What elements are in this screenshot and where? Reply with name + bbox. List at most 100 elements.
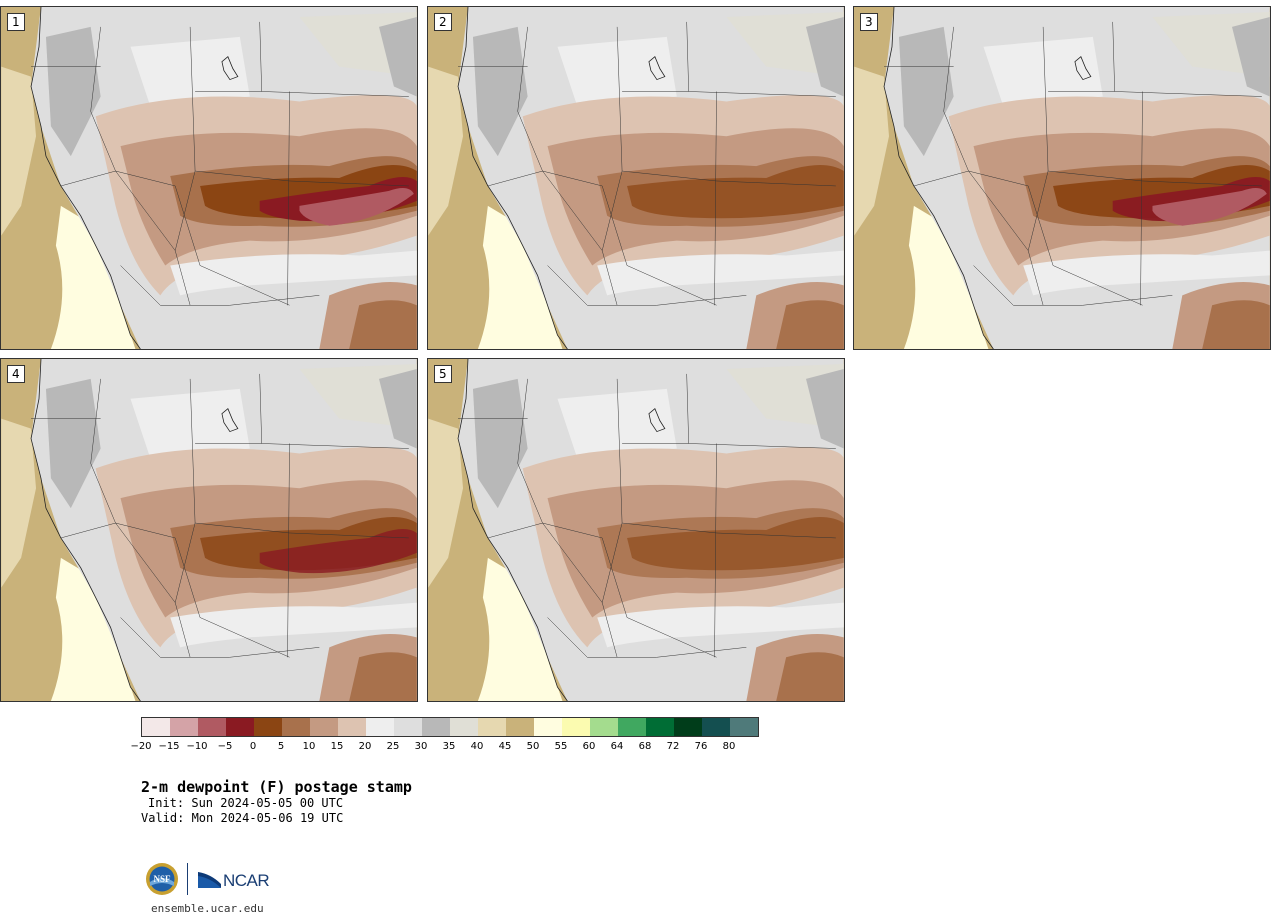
state-boundary [120, 617, 320, 658]
lake-outline [648, 56, 666, 81]
colorbar-swatch [450, 718, 478, 736]
coastal-moist-area [477, 557, 563, 701]
colorbar-swatch [338, 718, 366, 736]
dry-region-0 [627, 164, 844, 219]
light-area [557, 388, 677, 459]
state-boundary [1048, 170, 1262, 187]
colorbar-tick-label: 35 [442, 741, 456, 752]
state-boundary [195, 522, 409, 539]
map-panel-1: 1 [0, 6, 418, 350]
colorbar [141, 717, 759, 737]
south-dry-core [776, 652, 844, 701]
colorbar-swatch [422, 718, 450, 736]
moist-band [597, 602, 844, 648]
map-panel-5: 5 [427, 358, 845, 702]
light-area [983, 36, 1103, 107]
coastline [30, 7, 141, 349]
state-boundary [714, 443, 717, 658]
panel-number-5: 5 [434, 365, 452, 383]
colorbar-swatch [674, 718, 702, 736]
south-dry-core [776, 300, 844, 349]
ncar-logo-icon [198, 872, 221, 888]
nsf-logo-icon: NSF [146, 863, 178, 895]
coastal-moist-area [477, 205, 563, 349]
panel-number-2: 2 [434, 13, 452, 31]
colorbar-tick-label: 60 [582, 741, 596, 752]
map-panel-2: 2 [427, 6, 845, 350]
coastline [883, 7, 994, 349]
dry-patch [379, 16, 417, 97]
offshore-band [428, 66, 464, 236]
colorbar-tick-label: 55 [554, 741, 568, 752]
state-boundary [287, 91, 290, 306]
state-boundary [547, 265, 747, 306]
colorbar-swatch [170, 718, 198, 736]
state-boundary [968, 170, 1143, 306]
colorbar-tick-label: 45 [498, 741, 512, 752]
light-area [557, 36, 677, 107]
colorbar-tick-label: −5 [217, 741, 233, 752]
dewpoint-map-2 [428, 7, 844, 349]
state-boundary [913, 170, 969, 187]
moist-band [170, 250, 417, 296]
colorbar-swatch [730, 718, 758, 736]
state-boundary [60, 170, 116, 187]
dry-patch [1232, 16, 1270, 97]
colorbar-tick-label: 15 [330, 741, 344, 752]
state-boundary [622, 170, 836, 187]
colorbar-swatch [590, 718, 618, 736]
map-panel-4: 4 [0, 358, 418, 702]
colorbar-tick-label: −10 [186, 741, 208, 752]
state-boundary [622, 373, 689, 444]
moist-band [597, 250, 844, 296]
panel-number-1: 1 [7, 13, 25, 31]
colorbar-swatch [702, 718, 730, 736]
colorbar-tick-label: 20 [358, 741, 372, 752]
colorbar-tick-label: 50 [526, 741, 540, 752]
colorbar-tick-label: 76 [694, 741, 708, 752]
coastline [457, 7, 568, 349]
state-boundary [688, 91, 836, 97]
dry-patch [379, 368, 417, 449]
ncar-logo-text: NCAR [223, 871, 270, 890]
state-boundary [261, 443, 409, 449]
state-boundary [195, 170, 409, 187]
south-dry-core [1202, 300, 1270, 349]
coastal-moist-area [50, 205, 136, 349]
lake-outline [1074, 56, 1092, 81]
state-boundary [1140, 91, 1143, 306]
lake-outline [648, 408, 666, 433]
colorbar-tick-label: 0 [249, 741, 257, 752]
colorbar-ticks: −20 −15 −10 −5 0 5 10 15 20 25 30 35 40 45 50 55 60 64 68 7… [130, 741, 757, 755]
colorbar-swatch [506, 718, 534, 736]
colorbar-swatch [226, 718, 254, 736]
panel-number-4: 4 [7, 365, 25, 383]
footer-url: ensemble.ucar.edu [151, 902, 264, 915]
light-area [130, 36, 250, 107]
colorbar-swatch [282, 718, 310, 736]
coastal-moist-area [903, 205, 989, 349]
dry-patch [45, 26, 101, 157]
moist-band [1023, 250, 1270, 296]
valid-time: Valid: Mon 2024-05-06 19 UTC [141, 811, 344, 825]
dry-patch [806, 368, 844, 449]
offshore-band [1, 66, 37, 236]
logo-divider [187, 863, 188, 895]
coastline [457, 359, 568, 701]
state-boundary [115, 170, 290, 306]
colorbar-tick-label: 25 [386, 741, 400, 752]
dewpoint-map-3 [854, 7, 1270, 349]
state-boundary [547, 617, 747, 658]
moist-band [170, 602, 417, 648]
state-boundary [1114, 91, 1262, 97]
dry-patch [898, 26, 954, 157]
light-area [130, 388, 250, 459]
dry-patch [806, 16, 844, 97]
south-dry-core [349, 652, 417, 701]
state-boundary [261, 91, 409, 97]
colorbar-swatch [366, 718, 394, 736]
chart-title: 2-m dewpoint (F) postage stamp [141, 778, 412, 796]
colorbar-swatch [562, 718, 590, 736]
state-boundary [688, 443, 836, 449]
colorbar-swatch [142, 718, 170, 736]
